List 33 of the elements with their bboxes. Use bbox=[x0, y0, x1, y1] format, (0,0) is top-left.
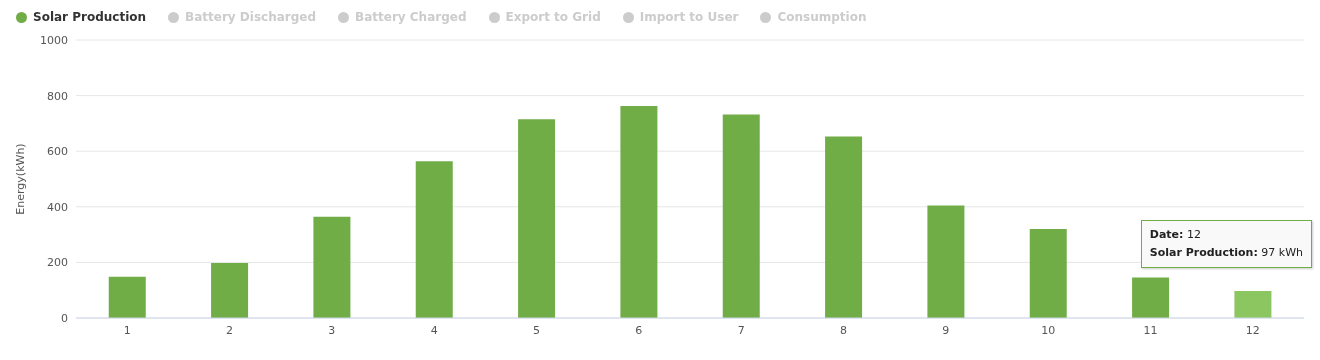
annotation: Date: 12 Solar Production: 97 kWh bbox=[1149, 227, 1303, 261]
legend-label: Solar Production bbox=[33, 10, 147, 24]
x-tick-label: 12 bbox=[1245, 323, 1260, 337]
x-tick-label: 10 bbox=[1041, 323, 1056, 337]
bar bbox=[722, 114, 760, 318]
bar bbox=[518, 119, 556, 318]
x-tick-label: 1 bbox=[123, 323, 131, 337]
bar bbox=[211, 262, 249, 318]
x-tick-label: 11 bbox=[1143, 323, 1158, 337]
bar bbox=[927, 205, 965, 318]
bar bbox=[1132, 277, 1170, 318]
bar bbox=[1029, 229, 1067, 318]
x-tick-label: 2 bbox=[226, 323, 233, 337]
x-tick-label: 3 bbox=[328, 323, 336, 337]
y-tick-label: 600 bbox=[47, 145, 68, 159]
x-tick-label: 7 bbox=[737, 323, 745, 337]
bar bbox=[415, 161, 453, 318]
bar bbox=[620, 105, 658, 318]
y-tick-label: 1000 bbox=[40, 33, 68, 47]
x-tick-label: 8 bbox=[840, 323, 847, 337]
y-tick-label: 0 bbox=[61, 311, 68, 325]
x-tick-label: 5 bbox=[533, 323, 540, 337]
y-tick-label: 400 bbox=[47, 200, 68, 214]
bar bbox=[1234, 291, 1272, 318]
bar bbox=[313, 216, 351, 318]
x-tick-label: 9 bbox=[942, 323, 950, 337]
x-tick-label: 4 bbox=[430, 323, 438, 337]
x-tick-label: 6 bbox=[635, 323, 643, 337]
bar bbox=[108, 276, 146, 318]
bar bbox=[825, 136, 863, 318]
y-axis-title: Energy(kWh) bbox=[13, 143, 27, 215]
y-tick-label: 200 bbox=[47, 256, 68, 270]
y-tick-label: 800 bbox=[47, 89, 68, 103]
